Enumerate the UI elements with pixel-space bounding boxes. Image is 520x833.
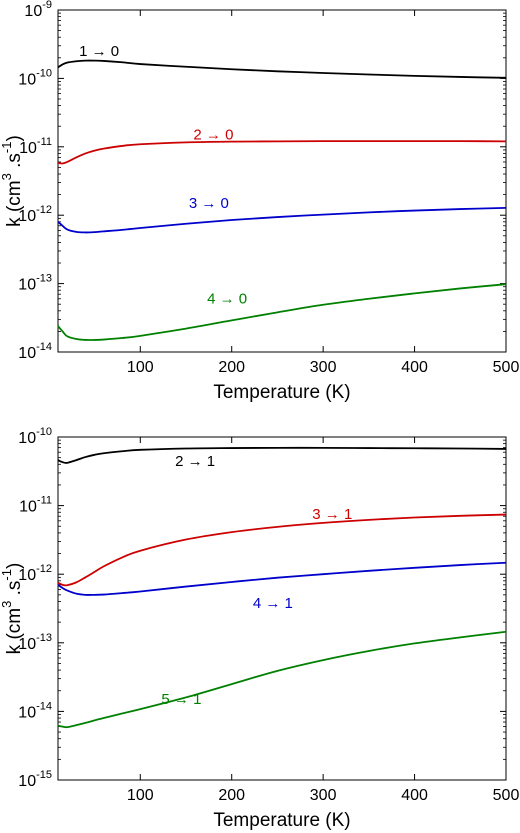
- series-line-top-1: [57, 140, 507, 165]
- y-tick-label: 10-14: [18, 341, 52, 362]
- y-tick-label: 10-9: [24, 0, 52, 20]
- series-line-top-3: [57, 283, 507, 341]
- chart-panel-bottom: 10-15 10-14 10-13 10-12 10-11 10-10 100 200 300 4…: [0, 426, 519, 831]
- y-tick-label: 10-15: [18, 769, 52, 790]
- y-tick-label: 10-11: [19, 136, 52, 157]
- x-tick-label: 400: [401, 787, 428, 804]
- series-line-bottom-1: [57, 513, 507, 587]
- x-tick-label: 400: [401, 359, 428, 376]
- series-line-top-2: [57, 206, 507, 234]
- series-line-bottom-0: [57, 446, 507, 464]
- series-label: 2 → 1: [175, 453, 215, 470]
- y-tick-label: 10-14: [18, 700, 52, 721]
- plot-frame: [57, 436, 507, 781]
- series-label: 3 → 1: [312, 506, 352, 523]
- chart-panel-top: 10-14 10-13 10-12 10-11 10-10 10-9 100 200 300 40…: [0, 0, 519, 403]
- x-axis-label: Temperature (K): [213, 382, 350, 403]
- series-label: 5 → 1: [161, 691, 201, 708]
- x-tick-label: 500: [493, 787, 520, 804]
- y-tick-label: 10-12: [18, 204, 52, 225]
- x-tick-label: 300: [310, 787, 337, 804]
- y-tick-label: 10-13: [18, 273, 52, 294]
- x-axis-label: Temperature (K): [213, 810, 350, 831]
- series-label: 3 → 0: [189, 195, 229, 212]
- x-tick-label: 100: [127, 787, 154, 804]
- y-tick-label: 10-11: [19, 495, 52, 516]
- y-axis-label: k (cm3 .s-1): [0, 563, 25, 655]
- x-tick-label: 500: [493, 359, 520, 376]
- series-line-bottom-3: [57, 630, 507, 729]
- x-tick-label: 200: [218, 359, 245, 376]
- plot-frame: [57, 9, 507, 353]
- x-tick-label: 100: [127, 359, 154, 376]
- x-tick-label: 200: [218, 787, 245, 804]
- x-tick-label: 300: [310, 359, 337, 376]
- series-label: 4 → 0: [207, 291, 247, 308]
- y-tick-label: 10-10: [18, 67, 52, 88]
- series-label: 1 → 0: [79, 43, 119, 60]
- series-line-bottom-2: [57, 561, 507, 596]
- y-tick-label: 10-10: [18, 426, 52, 447]
- series-label: 4 → 1: [253, 595, 293, 612]
- y-tick-label: 10-12: [18, 563, 52, 584]
- series-label: 2 → 0: [193, 126, 233, 143]
- series-line-top-0: [57, 59, 507, 79]
- y-axis-label: k (cm3 .s-1): [0, 135, 25, 227]
- y-tick-label: 10-13: [18, 632, 52, 653]
